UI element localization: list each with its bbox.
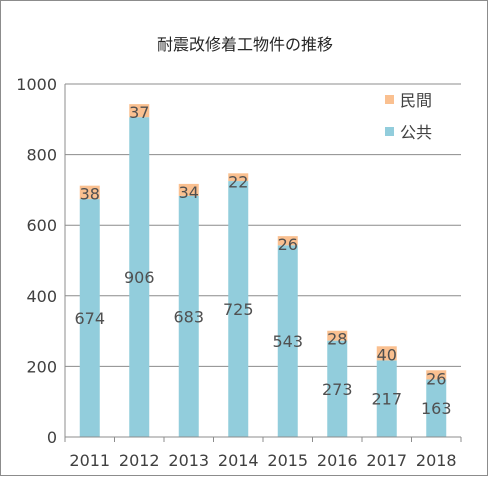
data-label: 674 [74, 309, 105, 328]
y-tick-label: 800 [26, 146, 57, 165]
data-label: 37 [129, 103, 149, 122]
data-label: 26 [426, 369, 446, 388]
bar-private [178, 183, 199, 196]
bar-public [426, 379, 447, 437]
data-label: 40 [377, 345, 397, 364]
y-tick-label: 0 [47, 428, 57, 447]
bars [79, 104, 447, 437]
bar-private [129, 104, 150, 118]
bar-private [228, 173, 249, 182]
x-tick-label: 2012 [119, 451, 160, 470]
bar-public [228, 181, 249, 437]
bar-public [376, 360, 397, 437]
data-label: 22 [228, 172, 248, 191]
data-label: 273 [322, 380, 353, 399]
y-tick-label: 400 [26, 287, 57, 306]
data-label: 26 [278, 235, 298, 254]
bar-public [79, 199, 100, 437]
x-tick-label: 2013 [168, 451, 209, 470]
x-tick-label: 2016 [317, 451, 358, 470]
x-tick-label: 2015 [267, 451, 308, 470]
data-label: 163 [421, 399, 452, 418]
bar-public [277, 245, 298, 437]
bar-public [178, 195, 199, 437]
legend-label: 公共 [400, 123, 432, 142]
y-tick-label: 1000 [16, 75, 57, 94]
data-label: 543 [272, 332, 303, 351]
data-label: 217 [371, 390, 402, 409]
data-label: 28 [327, 330, 347, 349]
bar-private [79, 185, 100, 200]
bar-public [129, 117, 150, 437]
x-tick-label: 2014 [218, 451, 259, 470]
data-labels: 674 38 906 37 683 34 725 22 543 26 273 28 217 40 163 26 [74, 103, 451, 418]
x-tick-label: 2018 [416, 451, 457, 470]
axes: 0 200 400 600 800 1000 2011 2012 2013 2014 2015 201… [16, 75, 462, 470]
x-tick-label: 2017 [366, 451, 407, 470]
bar-public [327, 340, 348, 437]
bar-private [327, 330, 348, 341]
legend-label: 民間 [400, 91, 432, 110]
y-tick-label: 200 [26, 357, 57, 376]
x-tick-label: 2011 [69, 451, 110, 470]
bar-private [277, 236, 298, 246]
data-label: 683 [173, 307, 204, 326]
chart-title: 耐震改修着工物件の推移 [157, 35, 333, 54]
legend-swatch [385, 127, 394, 136]
data-label: 906 [124, 268, 155, 287]
legend-swatch [385, 95, 394, 104]
data-label: 725 [223, 300, 254, 319]
data-label: 38 [80, 185, 100, 204]
data-label: 34 [179, 183, 199, 202]
y-tick-label: 600 [26, 216, 57, 235]
bar-private [426, 370, 447, 380]
bar-private [376, 346, 397, 361]
